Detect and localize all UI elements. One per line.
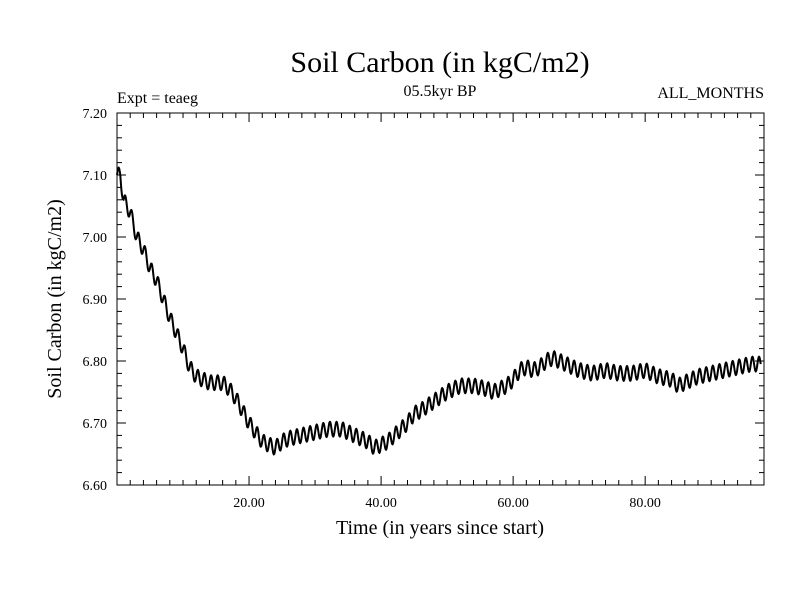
experiment-label: Expt = teaeg <box>117 90 198 107</box>
series-line-soil-carbon <box>116 166 762 456</box>
x-tick-label: 60.00 <box>497 496 529 511</box>
chart-title: Soil Carbon (in kgC/m2) <box>290 46 589 79</box>
axis-ticks <box>116 112 765 486</box>
y-tick-label: 6.80 <box>83 355 108 370</box>
x-tick-label: 20.00 <box>233 496 265 511</box>
plot-frame <box>116 112 765 486</box>
y-tick-label: 7.00 <box>83 231 108 246</box>
y-tick-label: 7.20 <box>83 107 108 122</box>
tick-labels: 20.00 40.00 60.00 80.00 6.60 6.70 6.80 6.90 7.00… <box>83 107 661 511</box>
x-axis-label: Time (in years since start) <box>336 517 544 539</box>
chart-subtitle: 05.5kyr BP <box>404 83 477 100</box>
x-tick-label: 40.00 <box>365 496 397 511</box>
y-tick-label: 7.10 <box>83 169 108 184</box>
y-tick-label: 6.70 <box>83 417 108 432</box>
y-tick-label: 6.60 <box>83 479 108 494</box>
months-label: ALL_MONTHS <box>657 85 764 102</box>
y-axis-label: Soil Carbon (in kgC/m2) <box>44 199 66 398</box>
y-tick-label: 6.90 <box>83 293 108 308</box>
x-tick-label: 80.00 <box>629 496 661 511</box>
